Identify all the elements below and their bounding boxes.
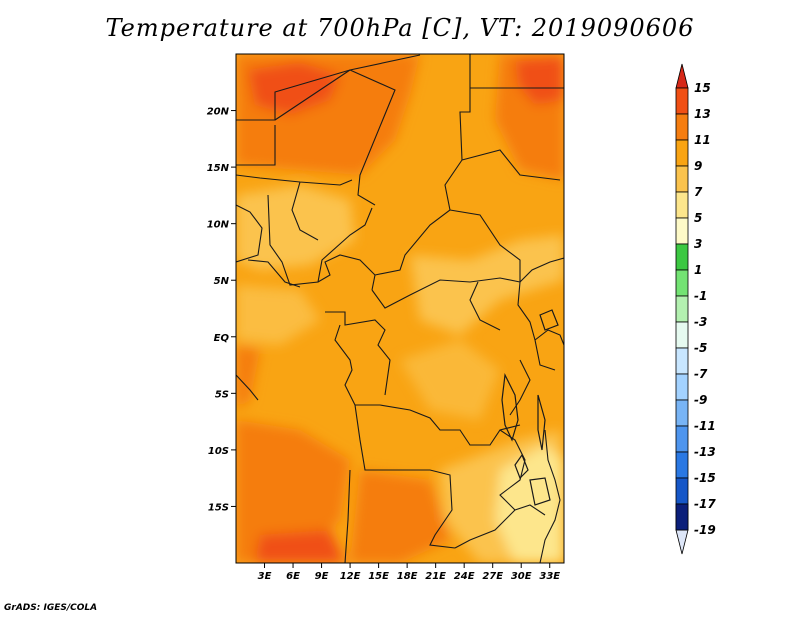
colorbar-label: -11 [694,419,716,433]
colorbar-label: 7 [694,185,703,199]
lon-tick-label: 6E [286,571,300,582]
colorbar-swatch [675,373,689,401]
colorbar-label: -15 [694,471,716,485]
latitude-axis: 20N 15N 10N 5N EQ 5S 10S 15S [207,107,236,513]
colorbar-swatch [675,113,689,141]
lat-tick-label: 15S [208,502,229,513]
plot-frame [235,53,565,564]
lon-tick-label: 15E [368,571,389,582]
colorbar-swatch [675,191,689,219]
colorbar-swatch [675,165,689,193]
lon-tick-label: 30E [511,571,532,582]
colorbar-label: 3 [694,237,702,251]
colorbar-label: 13 [694,107,711,121]
colorbar-label: -5 [694,341,707,355]
lakes [501,309,559,506]
lat-tick-label: 5S [215,389,229,400]
colorbar-swatch [675,503,689,531]
colorbar-label: 5 [694,211,702,225]
lon-tick-label: 33E [539,571,560,582]
colorbar-label: 11 [694,133,711,147]
country-boundaries [236,54,564,563]
colorbar-label: 1 [694,263,702,277]
colorbar-swatch [675,295,689,323]
colorbar-label: -9 [694,393,707,407]
lat-tick-label: 20N [207,107,230,118]
colorbar-label: -3 [694,315,707,329]
longitude-axis: 3E 6E 9E 12E 15E 18E 21E 24E 27E 30E 33E [258,563,560,582]
lon-tick-label: 24E [454,571,475,582]
temperature-field [236,54,564,563]
colorbar-label: -17 [694,497,716,511]
lon-tick-label: 9E [315,571,329,582]
colorbar-swatch [675,269,689,297]
lat-tick-label: 10N [207,220,230,231]
colorbar-swatch [675,217,689,245]
lon-tick-label: 27E [482,571,503,582]
colorbar-label: 9 [694,159,702,173]
colorbar-swatch [675,477,689,505]
colorbar-label: -7 [694,367,708,381]
colorbar-swatch [675,451,689,479]
lat-tick-label: 10S [208,446,229,457]
colorbar-label: 15 [694,81,711,95]
lon-tick-label: 12E [340,571,361,582]
colorbar-swatch [675,87,689,115]
colorbar-label: -19 [694,523,716,537]
colorbar-label: -13 [694,445,716,459]
lat-tick-label: 15N [207,163,230,174]
colorbar-label: -1 [694,289,707,303]
colorbar-top-arrow [675,63,689,89]
colorbar-swatch [675,347,689,375]
lon-tick-label: 18E [397,571,418,582]
colorbar-swatch [675,243,689,271]
colorbar-swatch [675,399,689,427]
lat-tick-label: 5N [214,276,230,287]
lon-tick-label: 21E [425,571,446,582]
lon-tick-label: 3E [258,571,272,582]
map-title: Temperature at 700hPa [C], VT: 201909060… [105,14,695,42]
colorbar-swatch [675,425,689,453]
colorbar-swatch [675,139,689,167]
grads-credit: GrADS: IGES/COLA [4,603,98,613]
colorbar-swatch [675,321,689,349]
lat-tick-label: EQ [214,333,230,344]
colorbar-bottom-arrow [675,529,689,555]
colorbar: 15 13 11 9 7 5 3 1 -1 -3 -5 -7 -9 -11 -13 -15 -17 -19 [675,63,716,555]
